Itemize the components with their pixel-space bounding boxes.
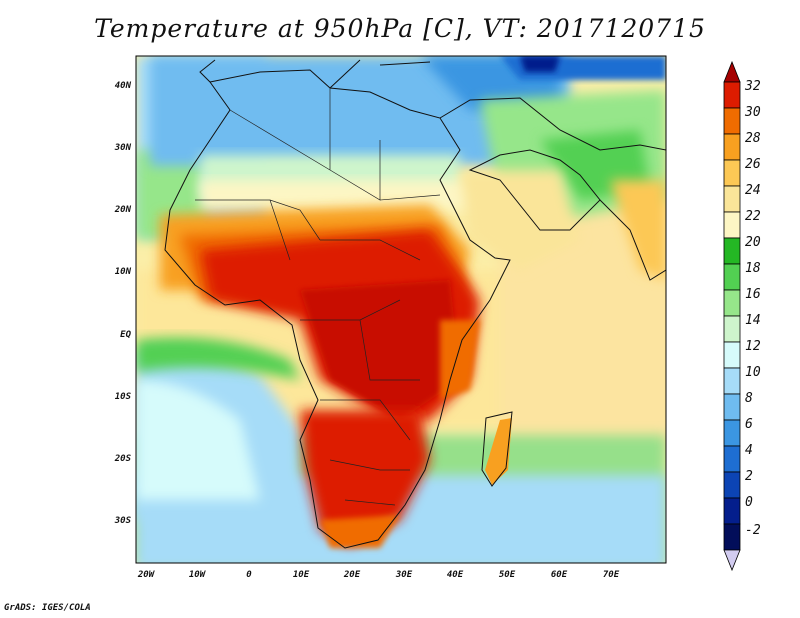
colorbar-box bbox=[723, 237, 741, 265]
lon-axis: 20W 10W 0 10E 20E 30E 40E 50E 60E 70E bbox=[137, 570, 620, 580]
lat-tick-label: EQ bbox=[120, 330, 131, 340]
colorbar-box bbox=[723, 133, 741, 161]
map-title: Temperature at 950hPa [C], VT: 201712071… bbox=[94, 14, 706, 43]
lat-tick-label: 30N bbox=[114, 143, 132, 153]
colorbar-box bbox=[723, 263, 741, 291]
lat-tick-label: 20N bbox=[114, 205, 132, 215]
lat-tick-label: 40N bbox=[115, 81, 132, 91]
colorbar-label: 22 bbox=[745, 209, 761, 224]
colorbar-label: 14 bbox=[745, 313, 761, 328]
lon-tick-label: 10E bbox=[293, 570, 310, 580]
colorbar-box bbox=[723, 471, 741, 499]
colorbar-label: 4 bbox=[745, 443, 753, 458]
colorbar-label: 20 bbox=[745, 235, 761, 250]
colorbar-labels: 32 30 28 26 24 22 20 18 16 14 12 10 8 6 … bbox=[744, 79, 761, 538]
colorbar-label: 16 bbox=[745, 287, 761, 302]
colorbar-box bbox=[723, 367, 741, 395]
colorbar-bottom-arrow bbox=[723, 549, 741, 572]
colorbar-label: 12 bbox=[745, 339, 761, 354]
colorbar-label: -2 bbox=[745, 523, 761, 538]
colorbar-label: 24 bbox=[745, 183, 761, 198]
colorbar-box bbox=[723, 419, 741, 447]
lat-tick-label: 10S bbox=[115, 392, 132, 402]
colorbar-box bbox=[723, 393, 741, 421]
lon-tick-label: 40E bbox=[447, 570, 464, 580]
lon-tick-label: 30E bbox=[395, 570, 413, 580]
lat-axis: 40N 30N 20N 10N EQ 10S 20S 30S bbox=[114, 81, 132, 526]
colorbar-label: 18 bbox=[745, 261, 761, 276]
lon-tick-label: 70E bbox=[603, 570, 620, 580]
lon-tick-label: 60E bbox=[551, 570, 568, 580]
lat-tick-label: 20S bbox=[114, 454, 132, 464]
colorbar-top-arrow bbox=[723, 60, 741, 83]
colorbar-box bbox=[723, 523, 741, 551]
lat-tick-label: 30S bbox=[114, 516, 132, 526]
colorbar-box bbox=[723, 81, 741, 109]
colorbar-label: 10 bbox=[745, 365, 761, 380]
colorbar-label: 26 bbox=[745, 157, 761, 172]
lon-tick-label: 50E bbox=[499, 570, 516, 580]
colorbar-label: 0 bbox=[745, 495, 753, 510]
colorbar-box bbox=[723, 341, 741, 369]
colorbar-label: 2 bbox=[745, 469, 753, 484]
country-borders bbox=[195, 88, 441, 506]
colorbar-box bbox=[723, 185, 741, 213]
lat-tick-label: 10N bbox=[115, 267, 132, 277]
coastlines bbox=[164, 59, 666, 549]
colorbar-box bbox=[723, 445, 741, 473]
colorbar-label: 28 bbox=[745, 131, 761, 146]
colorbar-label: 8 bbox=[745, 391, 753, 406]
colorbar-box bbox=[723, 211, 741, 239]
colorbar-box bbox=[723, 289, 741, 317]
lon-tick-label: 20E bbox=[343, 570, 361, 580]
colorbar-boxes bbox=[723, 60, 741, 572]
colorbar-box bbox=[723, 107, 741, 135]
lon-tick-label: 20W bbox=[137, 570, 156, 580]
colorbar-label: 6 bbox=[745, 417, 753, 432]
grads-credit: GrADS: IGES/COLA bbox=[4, 603, 91, 613]
plot-frame bbox=[135, 55, 667, 564]
lon-tick-label: 10W bbox=[189, 570, 207, 580]
colorbar-box bbox=[723, 315, 741, 343]
colorbar-box bbox=[723, 159, 741, 187]
temperature-field bbox=[136, 56, 666, 563]
colorbar-label: 30 bbox=[744, 105, 761, 120]
lon-tick-label: 0 bbox=[246, 570, 252, 580]
colorbar-label: 32 bbox=[744, 79, 761, 94]
colorbar-box bbox=[723, 497, 741, 525]
